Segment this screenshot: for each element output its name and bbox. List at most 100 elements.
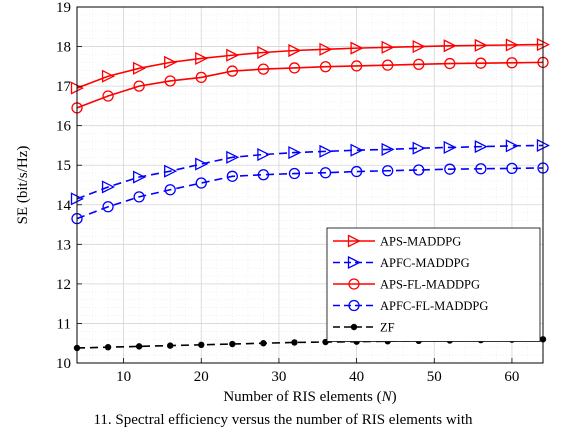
data-point (291, 339, 298, 346)
data-point (257, 45, 271, 60)
data-point (226, 170, 238, 182)
data-point (475, 57, 487, 69)
data-point (195, 51, 209, 65)
data-point (350, 165, 363, 178)
data-point (412, 40, 426, 54)
y-tick-label: 10 (56, 356, 71, 372)
data-point (133, 191, 145, 203)
x-tick-label: 50 (427, 369, 442, 385)
x-axis-label: Number of RIS elements (N) (223, 389, 396, 405)
data-point (288, 146, 302, 160)
data-point (102, 201, 114, 213)
x-tick-label: 60 (504, 369, 519, 385)
y-tick-label: 18 (56, 40, 71, 56)
data-point (506, 162, 518, 175)
legend-label: APS-FL-MADDPG (380, 278, 480, 292)
data-point (412, 141, 426, 155)
data-point (381, 40, 395, 54)
data-point (133, 80, 145, 92)
legend-entry: ZF (333, 321, 395, 335)
data-point (350, 41, 364, 55)
plot-frame (76, 6, 544, 364)
series-line (76, 167, 544, 220)
legend-box (326, 227, 541, 342)
x-axis-label-variable: N (381, 389, 393, 405)
y-tick-label: 12 (56, 277, 71, 293)
data-point (104, 343, 112, 351)
legend-label: APS-MADDPG (380, 235, 461, 249)
spectral-efficiency-chart: 10 20 30 40 50 60 10 11 12 13 14 15 16 17 18 19 SE (bi… (15, 0, 550, 405)
data-point (257, 63, 270, 75)
data-point (413, 164, 425, 176)
data-point (381, 142, 395, 156)
y-axis-label: SE (bit/s/Hz) (15, 146, 31, 225)
legend-marker (347, 255, 361, 270)
legend-marker (348, 278, 360, 290)
data-point (319, 167, 332, 179)
data-point (505, 38, 519, 52)
x-tick-label: 20 (194, 369, 209, 385)
legend-entry: APFC-MADDPG (333, 255, 470, 270)
data-point (166, 342, 174, 349)
y-tick-label: 13 (56, 237, 71, 253)
data-point (195, 177, 207, 189)
x-tick-label: 40 (349, 369, 364, 385)
data-point (135, 343, 143, 350)
data-point (288, 43, 302, 58)
x-axis-label-end: ) (392, 389, 397, 405)
data-point (257, 147, 271, 162)
x-axis-ticks: 10 20 30 40 50 60 (116, 358, 519, 385)
data-point (506, 57, 518, 69)
data-point (288, 167, 301, 180)
data-point (132, 170, 147, 184)
legend-marker (350, 323, 358, 331)
data-point (443, 39, 457, 53)
data-point (257, 169, 270, 181)
legend-label: APFC-MADDPG (380, 256, 470, 270)
data-point (229, 340, 236, 348)
x-tick-label: 10 (116, 369, 131, 385)
data-point (444, 57, 456, 70)
y-tick-label: 17 (56, 79, 72, 95)
series-line (76, 43, 544, 89)
data-point (164, 164, 178, 178)
data-point (164, 75, 176, 87)
series-aps-maddpg (70, 38, 550, 95)
data-point (350, 143, 364, 157)
x-tick-label: 30 (271, 369, 286, 385)
data-point (413, 58, 425, 71)
data-point (288, 62, 301, 74)
data-point (226, 150, 240, 164)
data-point (319, 61, 332, 73)
data-point (474, 38, 488, 52)
y-tick-label: 15 (56, 158, 71, 174)
data-point (101, 180, 116, 194)
data-point (319, 42, 333, 56)
series-line (76, 144, 544, 200)
x-axis-label-main: Number of RIS elements ( (223, 389, 381, 405)
series-apfc-maddpg (70, 138, 550, 206)
data-point (382, 59, 394, 71)
data-point (319, 144, 333, 158)
data-point (350, 60, 363, 72)
y-tick-label: 11 (57, 316, 71, 332)
data-point (443, 140, 457, 154)
series-line (76, 61, 544, 109)
data-point (198, 341, 205, 349)
data-point (102, 90, 114, 102)
data-point (382, 165, 394, 177)
data-point (475, 163, 487, 175)
legend-marker (347, 234, 361, 248)
y-axis-ticks: 10 11 12 13 14 15 16 17 18 19 (56, 0, 82, 372)
y-tick-label: 14 (56, 198, 72, 214)
legend-entry: APFC-FL-MADDPG (333, 299, 488, 313)
data-point (226, 65, 238, 77)
legend: APS-MADDPG APFC-MADDPG APS-FL-MADDPG APFC-F… (326, 227, 541, 342)
data-point (195, 157, 209, 171)
data-point (444, 163, 456, 175)
series-aps-fl-maddpg (71, 56, 549, 114)
data-point (260, 340, 267, 347)
figure-caption: 11. Spectral efficiency versus the numbe… (93, 412, 473, 428)
legend-entry: APS-MADDPG (333, 234, 461, 249)
data-point (132, 61, 147, 75)
